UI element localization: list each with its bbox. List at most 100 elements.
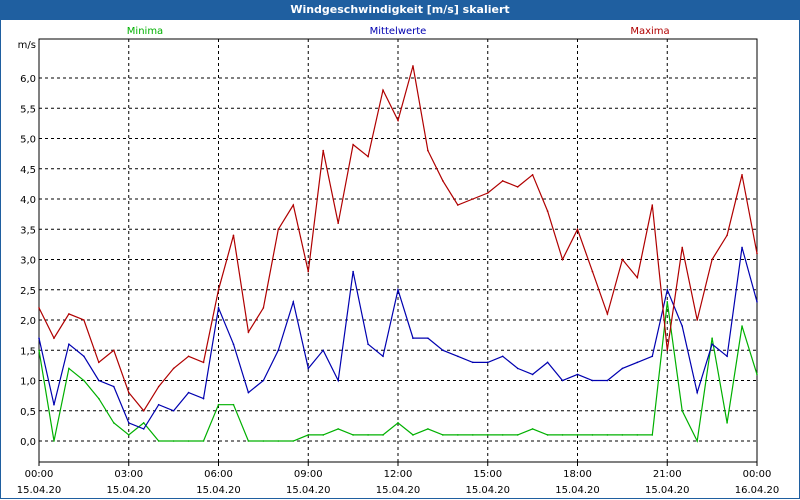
data-point-minima: [38, 349, 40, 352]
legend-mittelwerte: Mittelwerte: [370, 26, 427, 37]
data-point-maxima: [277, 228, 280, 231]
data-point-minima: [516, 434, 519, 436]
data-point-minima: [337, 428, 339, 430]
y-tick-label: 1,0: [20, 377, 36, 388]
data-point-minima: [621, 434, 624, 436]
data-point-mittelwerte: [127, 422, 130, 424]
data-point-minima: [98, 397, 100, 400]
legend-minima: Minima: [127, 26, 163, 37]
data-point-maxima: [38, 307, 40, 309]
data-point-mittelwerte: [98, 379, 100, 382]
x-tick-date: 15.04.20: [106, 485, 151, 496]
data-point-mittelwerte: [112, 385, 115, 388]
data-point-maxima: [681, 246, 684, 249]
data-point-minima: [307, 434, 310, 436]
data-point-mittelwerte: [217, 307, 220, 309]
data-point-minima: [471, 434, 474, 436]
data-point-maxima: [726, 234, 728, 237]
x-tick-date: 15.04.20: [196, 485, 241, 496]
data-point-maxima: [696, 319, 698, 321]
data-point-mittelwerte: [68, 343, 70, 346]
data-point-minima: [442, 434, 444, 436]
data-point-mittelwerte: [531, 373, 534, 376]
x-tick-time: 21:00: [653, 469, 682, 480]
data-point-mittelwerte: [726, 355, 728, 358]
y-tick-label: 4,5: [20, 165, 36, 176]
x-tick-time: 15:00: [473, 469, 502, 480]
data-point-maxima: [232, 234, 235, 237]
data-point-minima: [457, 434, 459, 436]
data-point-minima: [412, 434, 414, 436]
data-point-mittelwerte: [756, 301, 758, 303]
y-tick-label: 2,0: [20, 316, 36, 327]
data-point-mittelwerte: [382, 355, 384, 358]
data-point-mittelwerte: [427, 337, 429, 339]
data-point-maxima: [741, 174, 743, 176]
data-point-mittelwerte: [202, 397, 205, 400]
data-point-mittelwerte: [172, 409, 175, 412]
data-point-minima: [576, 434, 579, 436]
data-point-maxima: [127, 391, 130, 394]
data-point-maxima: [202, 361, 205, 364]
data-point-mittelwerte: [711, 343, 713, 346]
data-point-maxima: [561, 258, 564, 261]
data-point-mittelwerte: [442, 349, 444, 352]
y-tick-label: 3,5: [20, 225, 36, 236]
data-point-mittelwerte: [561, 379, 564, 382]
data-point-maxima: [382, 89, 384, 91]
data-point-mittelwerte: [292, 301, 295, 303]
data-point-minima: [262, 440, 265, 442]
data-point-maxima: [397, 119, 399, 122]
data-point-maxima: [546, 210, 549, 212]
x-tick-time: 00:00: [743, 469, 772, 480]
data-point-minima: [397, 422, 399, 424]
data-point-minima: [172, 440, 175, 442]
data-point-minima: [501, 434, 504, 436]
data-point-minima: [112, 422, 115, 424]
data-point-maxima: [576, 228, 579, 231]
data-point-minima: [726, 422, 728, 424]
y-tick-label: 0,0: [20, 437, 36, 448]
data-point-maxima: [367, 155, 369, 158]
data-point-mittelwerte: [741, 246, 743, 249]
data-point-minima: [606, 434, 609, 436]
data-point-minima: [486, 434, 489, 436]
data-point-mittelwerte: [247, 391, 250, 394]
data-point-minima: [142, 422, 145, 424]
data-point-minima: [696, 440, 698, 442]
data-point-minima: [247, 440, 250, 442]
data-point-minima: [666, 301, 669, 303]
data-point-minima: [187, 440, 190, 442]
data-point-mittelwerte: [696, 391, 698, 394]
y-tick-label: 1,5: [20, 346, 36, 357]
data-point-maxima: [531, 174, 534, 176]
data-point-maxima: [68, 313, 70, 315]
data-point-maxima: [636, 276, 639, 279]
y-tick-label: 0,5: [20, 407, 36, 418]
data-point-minima: [367, 434, 369, 436]
data-point-minima: [591, 434, 594, 436]
data-point-mittelwerte: [83, 355, 85, 358]
data-point-maxima: [516, 186, 519, 188]
data-point-mittelwerte: [157, 403, 160, 406]
data-point-mittelwerte: [486, 361, 489, 364]
data-point-maxima: [606, 313, 609, 315]
data-point-minima: [531, 428, 534, 430]
data-point-maxima: [112, 349, 115, 352]
data-point-mittelwerte: [322, 349, 325, 352]
x-tick-date: 16.04.20: [735, 485, 780, 496]
data-point-maxima: [486, 192, 489, 194]
data-point-minima: [68, 367, 70, 370]
data-point-minima: [382, 434, 384, 436]
data-point-minima: [711, 337, 713, 339]
data-point-maxima: [98, 361, 100, 364]
data-point-maxima: [457, 204, 459, 206]
x-tick-time: 18:00: [563, 469, 592, 480]
data-point-maxima: [172, 367, 175, 370]
y-tick-label: 5,5: [20, 104, 36, 115]
data-point-minima: [83, 379, 85, 382]
data-point-maxima: [501, 180, 504, 182]
data-point-maxima: [142, 409, 145, 412]
data-point-mittelwerte: [337, 379, 339, 382]
y-tick-label: 4,0: [20, 195, 36, 206]
